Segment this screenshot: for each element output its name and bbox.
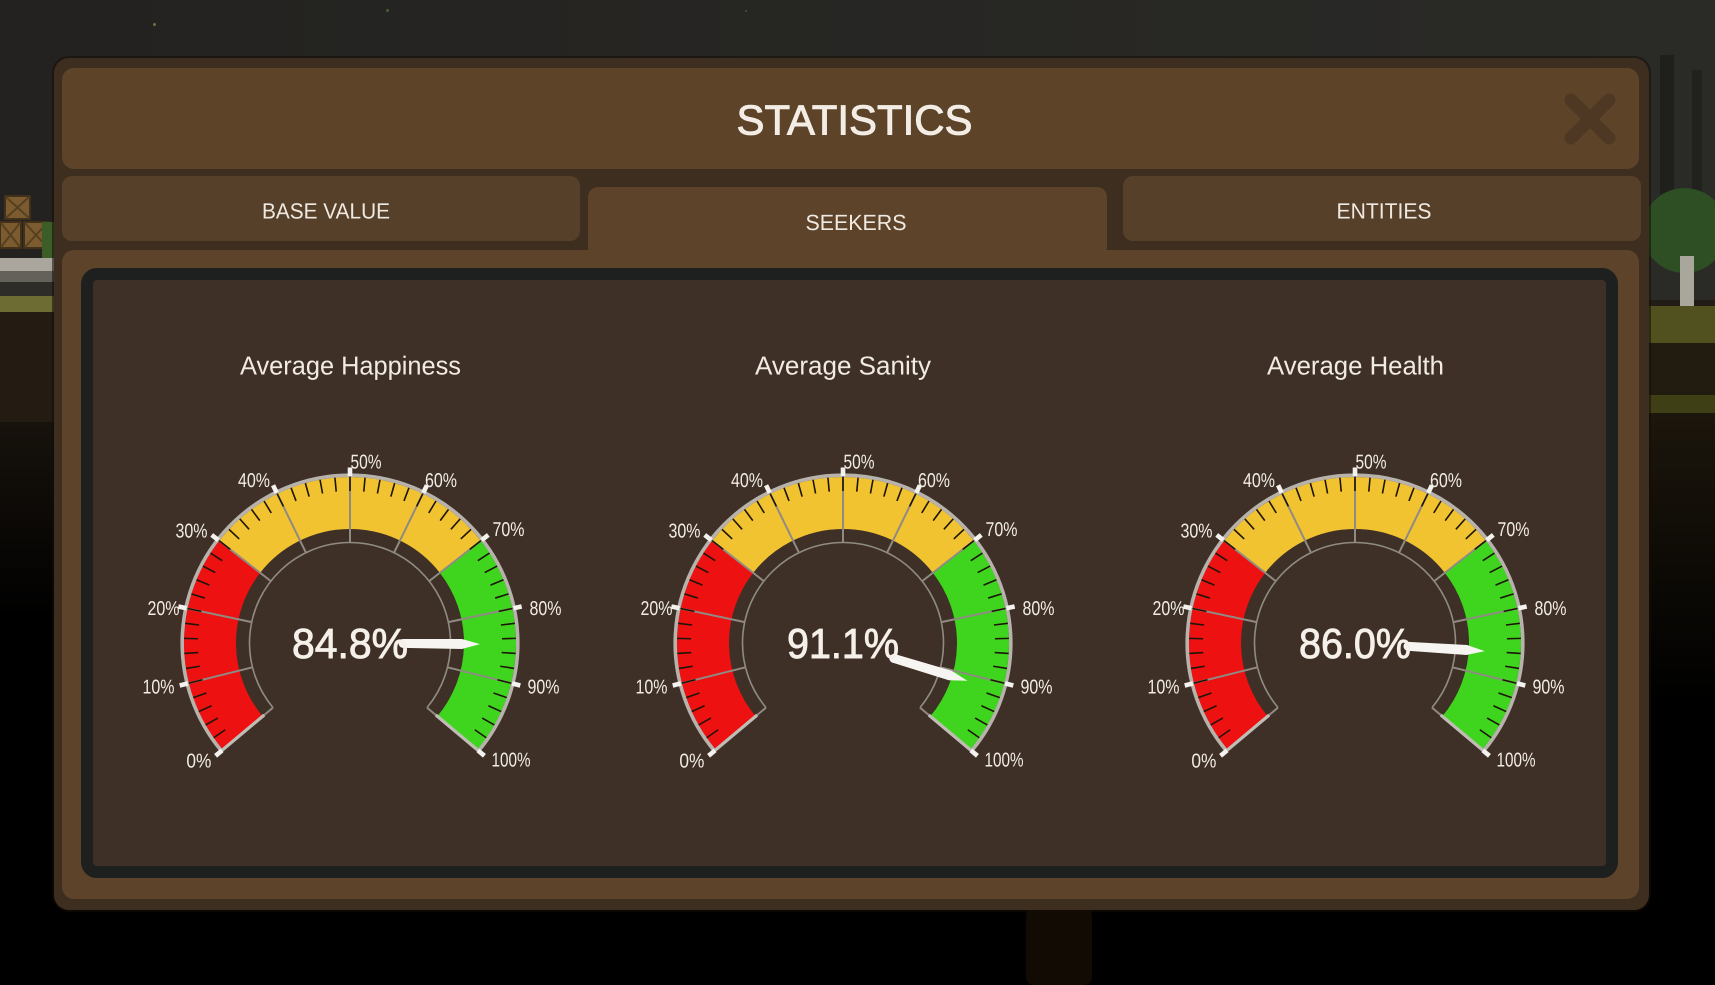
svg-text:84.8%: 84.8% — [292, 620, 408, 667]
svg-text:60%: 60% — [918, 470, 950, 492]
svg-text:90%: 90% — [528, 677, 560, 699]
svg-text:50%: 50% — [351, 452, 382, 474]
svg-text:80%: 80% — [1535, 598, 1567, 620]
svg-text:70%: 70% — [1498, 519, 1530, 541]
svg-text:30%: 30% — [1181, 520, 1213, 542]
svg-text:40%: 40% — [238, 470, 270, 492]
svg-text:20%: 20% — [1153, 598, 1185, 620]
svg-text:80%: 80% — [1023, 598, 1055, 620]
svg-text:Average Health: Average Health — [1267, 351, 1444, 381]
svg-text:80%: 80% — [530, 598, 562, 620]
svg-text:SEEKERS: SEEKERS — [806, 210, 907, 235]
svg-text:91.1%: 91.1% — [787, 620, 899, 667]
svg-text:Average Sanity: Average Sanity — [755, 351, 931, 381]
svg-text:50%: 50% — [1356, 452, 1387, 474]
svg-text:60%: 60% — [425, 470, 457, 492]
svg-text:40%: 40% — [1243, 470, 1275, 492]
svg-text:10%: 10% — [143, 677, 175, 699]
svg-text:90%: 90% — [1533, 677, 1565, 699]
svg-text:20%: 20% — [148, 598, 180, 620]
svg-text:90%: 90% — [1021, 677, 1053, 699]
svg-text:30%: 30% — [669, 520, 701, 542]
svg-text:100%: 100% — [1497, 750, 1536, 772]
svg-text:30%: 30% — [176, 520, 208, 542]
svg-text:100%: 100% — [985, 750, 1024, 772]
svg-text:ENTITIES: ENTITIES — [1337, 199, 1432, 224]
svg-text:40%: 40% — [731, 470, 763, 492]
svg-text:0%: 0% — [679, 751, 704, 773]
svg-text:100%: 100% — [492, 750, 531, 772]
svg-text:10%: 10% — [1148, 677, 1180, 699]
svg-text:50%: 50% — [844, 452, 875, 474]
svg-text:86.0%: 86.0% — [1299, 620, 1411, 667]
svg-text:20%: 20% — [641, 598, 673, 620]
svg-text:0%: 0% — [186, 751, 211, 773]
svg-text:10%: 10% — [636, 677, 668, 699]
svg-text:BASE VALUE: BASE VALUE — [262, 199, 390, 224]
svg-text:0%: 0% — [1191, 751, 1216, 773]
svg-text:STATISTICS: STATISTICS — [737, 96, 973, 143]
svg-text:70%: 70% — [493, 519, 525, 541]
svg-text:Average Happiness: Average Happiness — [240, 351, 461, 381]
svg-text:60%: 60% — [1430, 470, 1462, 492]
svg-text:70%: 70% — [986, 519, 1018, 541]
